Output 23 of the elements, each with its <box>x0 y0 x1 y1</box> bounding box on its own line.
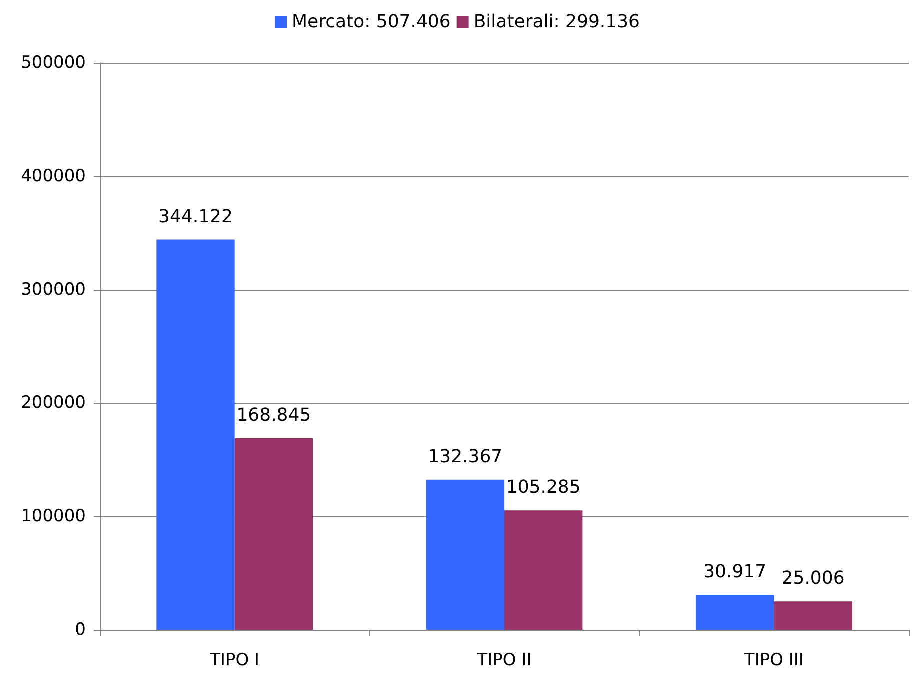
data-label: 25.006 <box>782 568 845 590</box>
bar <box>774 602 852 630</box>
data-label: 105.285 <box>506 477 581 498</box>
legend-label: Mercato: 507.406 <box>292 12 451 32</box>
data-label: 344.122 <box>158 206 233 228</box>
bar <box>696 594 774 630</box>
x-tick-label: TIPO II <box>476 650 532 670</box>
y-tick-label: 200000 <box>21 393 86 414</box>
bar <box>234 438 314 630</box>
y-tick-label: 400000 <box>21 166 86 186</box>
data-label: 168.845 <box>236 405 312 426</box>
bar <box>504 510 583 630</box>
bar <box>426 480 504 630</box>
y-tick-label: 100000 <box>21 506 86 527</box>
y-tick-label: 0 <box>75 620 86 640</box>
data-label: 30.917 <box>704 561 767 582</box>
legend-label: Bilaterali: 299.136 <box>474 12 640 32</box>
x-tick-label: TIPO I <box>209 650 260 670</box>
data-label: 132.367 <box>428 446 503 468</box>
y-tick-label: 500000 <box>21 53 86 73</box>
bar <box>156 240 235 630</box>
y-tick-label: 300000 <box>21 280 86 300</box>
x-tick-label: TIPO III <box>743 650 804 670</box>
